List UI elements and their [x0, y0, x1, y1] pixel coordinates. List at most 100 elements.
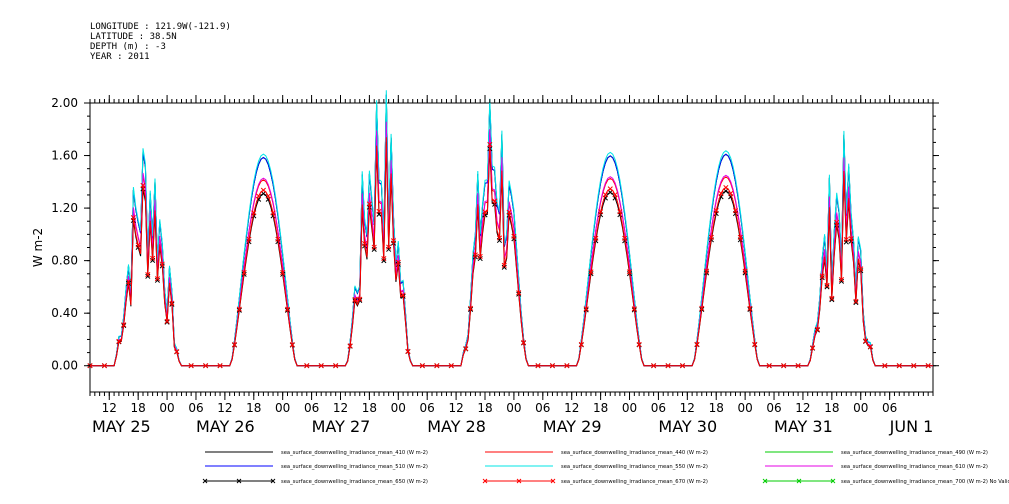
x-tick-label: 18 — [246, 401, 261, 415]
series-marker — [482, 209, 488, 215]
x-tick-label: 00 — [853, 401, 868, 415]
series-marker — [583, 306, 589, 312]
series-marker — [477, 256, 483, 262]
year-label: YEAR : 2011 — [90, 52, 150, 62]
plot-border — [89, 102, 934, 393]
series-marker — [174, 349, 180, 355]
series-marker — [848, 236, 854, 242]
series-marker — [236, 306, 242, 312]
series-marker — [501, 264, 507, 270]
x-tick-label: 12 — [102, 401, 117, 415]
x-date-label: MAY 28 — [427, 417, 486, 436]
series-marker — [145, 273, 151, 279]
series-marker — [737, 234, 743, 240]
series-marker — [390, 238, 397, 244]
series-marker — [781, 363, 787, 369]
series-marker — [752, 341, 758, 347]
series-marker — [251, 210, 257, 216]
series-marker — [853, 300, 859, 306]
x-tick-label: 12 — [333, 401, 348, 415]
series-marker — [265, 193, 271, 199]
series-marker — [140, 182, 146, 188]
legend-label: sea_surface_downwelling_irradiance_mean_… — [561, 450, 708, 456]
series-layer — [87, 90, 933, 369]
series-marker — [169, 300, 175, 306]
series-marker — [723, 184, 729, 191]
series-marker — [164, 318, 170, 324]
legend-marker — [762, 478, 768, 484]
x-tick-label: 00 — [737, 401, 752, 415]
series-marker — [145, 272, 151, 278]
legend-label: sea_surface_downwelling_irradiance_mean_… — [561, 464, 708, 470]
x-tick-label: 00 — [506, 401, 521, 415]
series-marker — [260, 187, 266, 193]
series-marker — [270, 210, 276, 216]
series-marker — [275, 236, 281, 242]
series-marker — [853, 298, 859, 304]
x-tick-label: 18 — [477, 401, 492, 415]
series-marker — [829, 295, 835, 301]
series-marker — [824, 282, 830, 288]
series-marker — [477, 253, 483, 260]
x-tick-label: 06 — [766, 401, 781, 415]
x-tick-label: 18 — [593, 401, 608, 415]
series-marker — [858, 266, 864, 272]
legend-label: sea_surface_downwelling_irradiance_mean_… — [561, 479, 708, 485]
series-marker — [381, 258, 387, 264]
series-marker — [434, 363, 440, 369]
axis-layer: 0.00 0.40 0.80 1.20 1.60 2.00 W m-2 12 18 00 06 12 1… — [31, 95, 939, 436]
plot-frame — [89, 102, 934, 393]
series-marker — [318, 363, 324, 369]
x-date-label: JUN 1 — [889, 417, 934, 436]
series-marker — [231, 342, 238, 348]
series-marker — [617, 209, 623, 215]
series-marker — [125, 279, 132, 285]
legend-label: sea_surface_downwelling_irradiance_mean_… — [281, 464, 428, 470]
depth-label: DEPTH (m) : -3 — [90, 42, 166, 52]
legend-marker — [516, 478, 522, 484]
y-tick-label: 0.40 — [51, 306, 78, 320]
series-marker — [810, 345, 816, 351]
series-marker — [843, 236, 849, 243]
x-tick-label: 06 — [651, 401, 666, 415]
series-marker — [607, 186, 613, 192]
series-marker — [289, 342, 295, 348]
series-marker — [718, 190, 724, 196]
series-marker — [925, 363, 931, 369]
series-marker — [814, 326, 820, 332]
y-tick-label: 0.00 — [51, 359, 78, 373]
series-marker — [564, 363, 570, 369]
legend-label: sea_surface_downwelling_irradiance_mean_… — [841, 450, 988, 456]
series-marker — [501, 262, 507, 268]
series-marker — [366, 201, 372, 207]
series-marker — [588, 269, 594, 275]
x-tick-label: 12 — [680, 401, 695, 415]
series-marker — [203, 363, 209, 369]
series-line-5 — [90, 121, 933, 367]
legend-label: sea_surface_downwelling_irradiance_mean_… — [841, 479, 1009, 485]
series-marker — [713, 208, 719, 214]
x-tick-label: 18 — [824, 401, 839, 415]
series-marker — [400, 292, 406, 298]
series-marker — [766, 363, 772, 369]
series-marker — [593, 235, 599, 241]
series-marker — [386, 244, 392, 250]
series-marker — [728, 190, 734, 196]
series-marker — [150, 255, 156, 261]
series-marker — [838, 278, 845, 284]
series-marker — [863, 338, 869, 344]
x-tick-label: 06 — [882, 401, 897, 415]
x-tick-label: 12 — [217, 401, 232, 415]
legend-marker — [550, 478, 556, 484]
series-marker — [164, 319, 170, 325]
series-marker — [708, 234, 714, 240]
x-date-label: MAY 30 — [658, 417, 717, 436]
series-marker — [154, 276, 160, 282]
series-marker — [622, 235, 628, 241]
series-marker — [626, 269, 633, 275]
x-tick-label: 06 — [535, 401, 550, 415]
series-marker — [333, 363, 339, 369]
legend-marker — [270, 478, 276, 484]
series-line-3 — [90, 94, 933, 367]
legend-marker — [482, 478, 488, 484]
